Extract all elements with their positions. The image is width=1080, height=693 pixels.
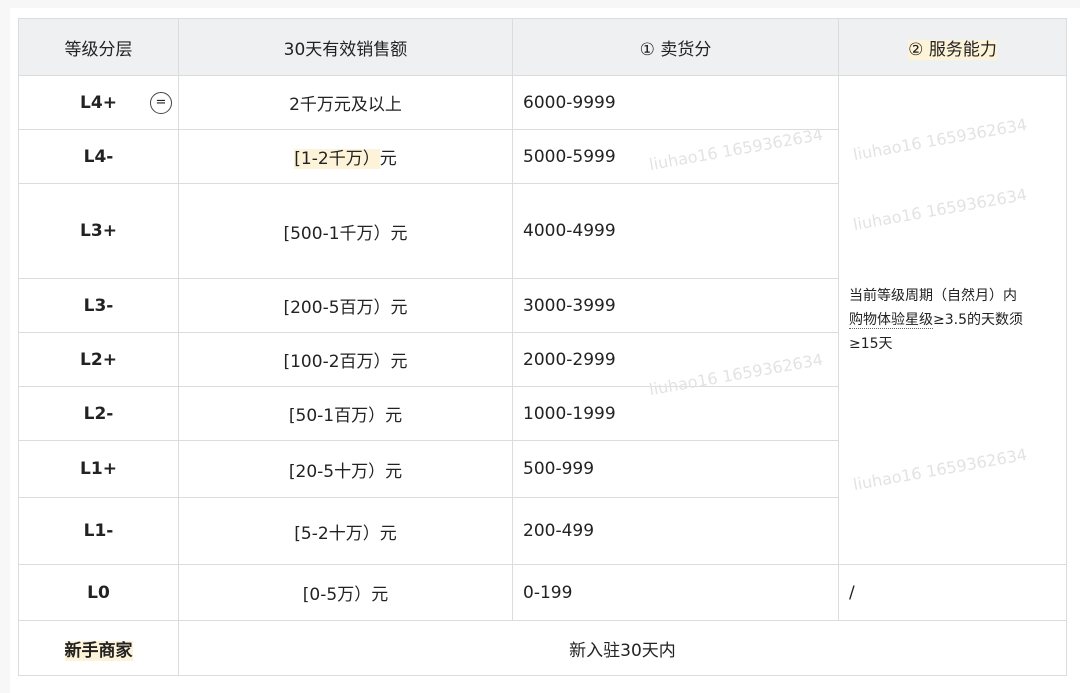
level-label: L2- xyxy=(18,386,179,441)
level-label: L4+ xyxy=(80,92,117,113)
equals-circle-icon[interactable]: = xyxy=(150,91,172,114)
level-label: 新手商家 xyxy=(18,620,179,676)
sales-cell: [0-5万）元 xyxy=(178,564,513,621)
table-row: L4+ = 2千万元及以上 6000-9999 当前等级周期（自然月）内 购物体验星… xyxy=(18,75,1067,565)
sales-cell: [1-2千万）元 xyxy=(178,129,513,184)
sales-cell: [20-5十万）元 xyxy=(178,440,513,498)
header-sales: 30天有效销售额 xyxy=(178,18,513,76)
table-row: L4- [1-2千万）元 5000-5999 xyxy=(18,129,1067,184)
header-level: 等级分层 xyxy=(18,18,179,76)
score-cell: 0-199 xyxy=(512,564,839,621)
level-label: L0 xyxy=(18,564,179,621)
score-cell: 6000-9999 xyxy=(512,75,839,130)
table-row: L1- [5-2十万）元 200-499 xyxy=(18,497,1067,565)
table-row: L3+ [500-1千万）元 4000-4999 xyxy=(18,183,1067,279)
service-cell: 当前等级周期（自然月）内 购物体验星级≥3.5的天数须 ≥15天 xyxy=(838,75,1067,565)
sales-cell: [50-1百万）元 xyxy=(178,386,513,441)
sales-cell: 2千万元及以上 xyxy=(178,75,513,130)
level-label: L2+ xyxy=(18,332,179,387)
header-service: ② 服务能力 xyxy=(838,18,1067,76)
score-cell: 1000-1999 xyxy=(512,386,839,441)
sales-cell: [5-2十万）元 xyxy=(178,497,513,565)
service-cell: / xyxy=(838,564,1067,621)
level-label: L1+ xyxy=(18,440,179,498)
level-label: L3- xyxy=(18,278,179,333)
sales-cell: [100-2百万）元 xyxy=(178,332,513,387)
score-cell: 3000-3999 xyxy=(512,278,839,333)
score-cell: 200-499 xyxy=(512,497,839,565)
score-cell: 5000-5999 xyxy=(512,129,839,184)
score-cell: 2000-2999 xyxy=(512,332,839,387)
score-cell: 500-999 xyxy=(512,440,839,498)
merchant-level-table: 等级分层 30天有效销售额 ① 卖货分 ② 服务能力 L4+ = 2千万元及以上 … xyxy=(18,18,1067,676)
score-cell: 4000-4999 xyxy=(512,183,839,279)
sales-cell: [200-5百万）元 xyxy=(178,278,513,333)
header-row: 等级分层 30天有效销售额 ① 卖货分 ② 服务能力 xyxy=(18,18,1067,76)
level-label: L3+ xyxy=(18,183,179,279)
newbie-row: 新手商家 新入驻30天内 xyxy=(18,620,1067,676)
table-row: L2+ [100-2百万）元 2000-2999 xyxy=(18,332,1067,387)
sales-cell: [500-1千万）元 xyxy=(178,183,513,279)
table-row: L3- [200-5百万）元 3000-3999 xyxy=(18,278,1067,333)
level-label: L4- xyxy=(18,129,179,184)
level-label: L1- xyxy=(18,497,179,565)
newbie-desc: 新入驻30天内 xyxy=(178,620,1067,676)
table-row: L0 [0-5万）元 0-199/ xyxy=(18,564,1067,621)
header-score: ① 卖货分 xyxy=(512,18,839,76)
table-row: L2- [50-1百万）元 1000-1999 xyxy=(18,386,1067,441)
